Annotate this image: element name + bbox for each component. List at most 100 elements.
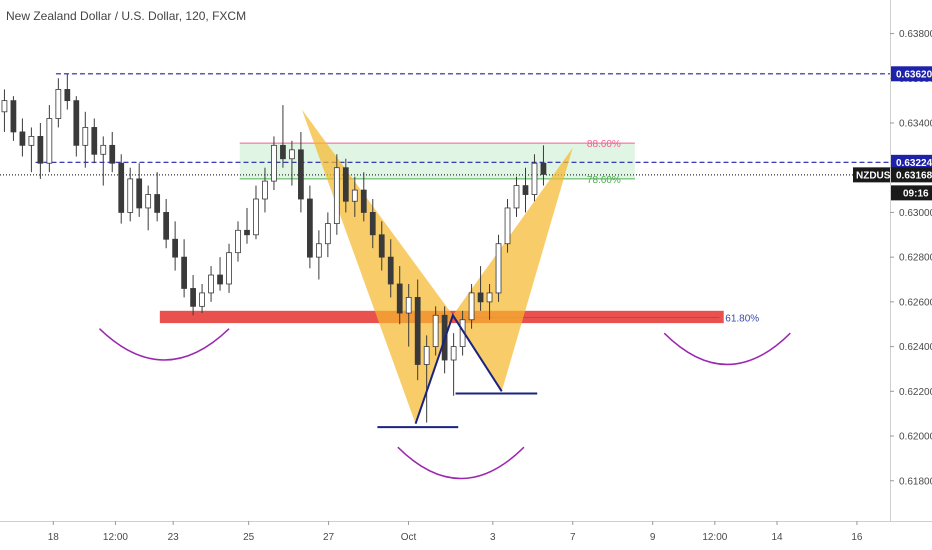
candle [315, 230, 322, 280]
candle-body [432, 314, 439, 347]
candle [100, 136, 107, 186]
symbol-tag-text: NZDUSD [856, 170, 898, 181]
candle-body [396, 283, 403, 314]
candle-body [262, 180, 268, 200]
pattern-right-wing [452, 147, 573, 392]
candle-body [100, 144, 107, 155]
price-tick-label: 0.62000 [899, 432, 932, 443]
candle-body [73, 100, 80, 146]
candle [333, 154, 340, 235]
candle [414, 279, 421, 381]
candle-body [28, 135, 35, 146]
price-axis[interactable]: 0.638000.636000.634000.632000.630000.628… [890, 29, 932, 487]
candle [73, 96, 80, 157]
price-tag-last: 0.63168 [891, 167, 932, 183]
time-tick-label: 18 [48, 532, 60, 543]
candle-body [414, 296, 421, 365]
candle-body [82, 127, 89, 146]
candle [37, 122, 44, 179]
price-tick-label: 0.62400 [899, 342, 932, 353]
candle-body [522, 185, 529, 195]
candle-body [360, 189, 367, 213]
candle [280, 105, 286, 168]
chart-title: New Zealand Dollar / U.S. Dollar, 120, F… [6, 9, 246, 23]
price-tag-high-bg [891, 66, 932, 82]
candle-body [226, 252, 232, 285]
candle-body [37, 135, 44, 164]
arc-1 [397, 446, 525, 480]
price-tick-label: 0.63000 [899, 208, 932, 219]
candle [55, 78, 62, 128]
candle-body [369, 212, 376, 236]
candle [396, 266, 403, 325]
candle [432, 306, 439, 356]
candle [378, 221, 385, 271]
candle [154, 172, 161, 222]
candle [504, 199, 511, 253]
candle-body [468, 292, 475, 321]
candle [172, 221, 178, 271]
fib-label-fib-786: 78.60% [587, 175, 621, 186]
candle-body [513, 185, 520, 209]
candle [360, 172, 367, 222]
candle-body [324, 223, 331, 245]
candle [10, 96, 17, 141]
candle-body [342, 167, 349, 202]
symbol-tag-bg [853, 167, 890, 183]
candle-body [405, 296, 412, 314]
candle [450, 333, 457, 396]
candle-body [253, 198, 259, 236]
candle-body [217, 274, 223, 285]
price-tag-resistance-text: 0.63224 [896, 158, 932, 169]
candle [163, 199, 170, 249]
symbol-tag: NZDUSD [853, 167, 898, 183]
candle-body [181, 256, 187, 289]
candle [253, 185, 259, 240]
time-tick-label: 9 [650, 532, 656, 543]
arc-2 [663, 332, 791, 366]
inner-lines-layer [377, 313, 538, 429]
candle-body [208, 274, 214, 294]
candle [28, 127, 35, 173]
candle [181, 239, 187, 298]
candle [19, 118, 26, 157]
fib-label-fib-618: 61.80% [725, 314, 759, 325]
candle-body [154, 194, 161, 213]
price-tag-high: 0.63620 [891, 66, 932, 82]
candle-body [136, 178, 143, 209]
candle [145, 185, 152, 231]
time-tick-label: 7 [570, 532, 576, 543]
pattern-line-0 [414, 313, 503, 425]
price-tag-last-bg [891, 167, 932, 183]
candle-body [1, 100, 8, 113]
candle-body [235, 229, 241, 254]
time-tick-label: 16 [851, 532, 863, 543]
price-tag-resistance-bg [891, 154, 932, 170]
candle [127, 167, 134, 222]
time-tick-label: 25 [243, 532, 255, 543]
candle-body [190, 288, 196, 307]
candle [468, 283, 475, 329]
candle [217, 257, 223, 291]
candle [262, 167, 268, 213]
candle-body [351, 189, 358, 202]
candle [235, 221, 241, 262]
candle-body [91, 127, 98, 155]
candle-body [172, 238, 178, 258]
candle-body [450, 346, 457, 361]
fib-label-fib-886: 88.60% [587, 139, 621, 150]
candle-body [244, 229, 250, 236]
price-tag-high-text: 0.63620 [896, 69, 932, 80]
candle-body [298, 149, 304, 200]
candle-body [504, 207, 511, 245]
candle-body [271, 144, 277, 182]
time-axis[interactable]: 18 12:00 23 25 27 Oct 3 7 9 12:00 14 16 [48, 521, 863, 543]
candle [495, 234, 502, 302]
candle [531, 154, 538, 202]
candle-body [315, 243, 322, 258]
candle [64, 73, 71, 110]
candle-body [486, 292, 493, 303]
candle-body [540, 162, 547, 175]
candle-body [127, 178, 134, 213]
